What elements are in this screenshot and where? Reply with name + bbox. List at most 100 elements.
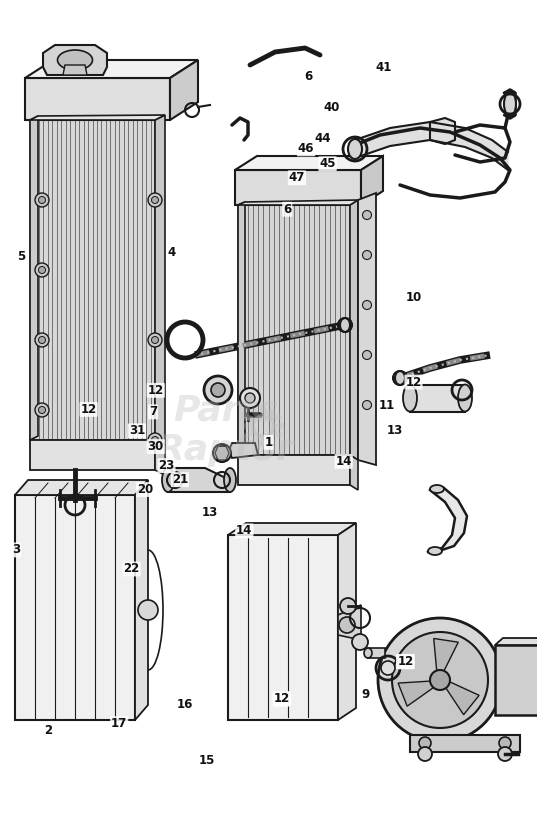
- Polygon shape: [430, 118, 455, 144]
- Text: 9: 9: [361, 688, 369, 701]
- Circle shape: [148, 193, 162, 207]
- Text: 22: 22: [124, 562, 140, 576]
- Polygon shape: [410, 735, 520, 752]
- Text: 7: 7: [149, 405, 157, 418]
- Polygon shape: [30, 116, 38, 440]
- Ellipse shape: [428, 547, 442, 555]
- Text: Parts
Raptor: Parts Raptor: [156, 394, 295, 466]
- Text: 12: 12: [148, 384, 164, 397]
- Circle shape: [240, 388, 260, 408]
- Polygon shape: [338, 523, 356, 720]
- Polygon shape: [135, 480, 148, 720]
- Polygon shape: [238, 455, 350, 485]
- Circle shape: [151, 337, 158, 343]
- Polygon shape: [350, 200, 358, 460]
- Circle shape: [138, 600, 158, 620]
- Polygon shape: [228, 523, 356, 535]
- Text: 46: 46: [298, 142, 314, 155]
- Polygon shape: [238, 202, 245, 455]
- Polygon shape: [215, 446, 229, 460]
- Text: 2: 2: [44, 724, 53, 737]
- Text: 30: 30: [148, 440, 164, 453]
- Polygon shape: [368, 648, 385, 658]
- Text: 6: 6: [283, 203, 292, 216]
- Circle shape: [148, 333, 162, 347]
- Circle shape: [35, 403, 49, 417]
- Circle shape: [392, 632, 488, 728]
- Polygon shape: [495, 638, 537, 645]
- Circle shape: [148, 433, 162, 447]
- Circle shape: [352, 634, 368, 650]
- Polygon shape: [30, 115, 165, 120]
- Ellipse shape: [403, 385, 417, 412]
- Circle shape: [39, 197, 46, 203]
- Polygon shape: [15, 480, 148, 495]
- Text: 13: 13: [387, 423, 403, 437]
- Circle shape: [430, 670, 450, 690]
- Polygon shape: [410, 385, 465, 412]
- Text: 40: 40: [324, 101, 340, 114]
- Polygon shape: [434, 638, 458, 672]
- Text: 12: 12: [274, 692, 290, 705]
- Text: 11: 11: [379, 399, 395, 412]
- Text: 17: 17: [111, 717, 127, 730]
- Polygon shape: [445, 681, 479, 715]
- Polygon shape: [155, 115, 165, 445]
- Text: 14: 14: [236, 524, 252, 538]
- Circle shape: [245, 393, 255, 403]
- Circle shape: [151, 197, 158, 203]
- Text: 12: 12: [81, 403, 97, 416]
- Polygon shape: [228, 535, 338, 720]
- Polygon shape: [168, 468, 230, 492]
- Polygon shape: [238, 205, 350, 455]
- Polygon shape: [30, 120, 155, 440]
- Polygon shape: [355, 122, 508, 170]
- Text: 16: 16: [177, 698, 193, 711]
- Ellipse shape: [504, 92, 516, 116]
- Polygon shape: [505, 90, 515, 115]
- Polygon shape: [229, 443, 258, 458]
- Ellipse shape: [364, 648, 372, 658]
- Ellipse shape: [458, 385, 472, 412]
- Text: 14: 14: [336, 455, 352, 468]
- Polygon shape: [350, 455, 358, 490]
- Text: 5: 5: [17, 250, 26, 263]
- Circle shape: [151, 437, 158, 443]
- Text: 10: 10: [405, 291, 422, 304]
- Circle shape: [499, 737, 511, 749]
- Text: 6: 6: [304, 69, 313, 83]
- Circle shape: [35, 193, 49, 207]
- Circle shape: [378, 618, 502, 742]
- Text: 23: 23: [158, 459, 175, 472]
- Polygon shape: [238, 200, 358, 205]
- Circle shape: [362, 211, 372, 219]
- Polygon shape: [338, 605, 361, 640]
- Polygon shape: [398, 681, 435, 706]
- Polygon shape: [170, 60, 198, 120]
- Text: 45: 45: [320, 157, 336, 170]
- Polygon shape: [235, 170, 361, 205]
- Circle shape: [35, 333, 49, 347]
- Text: 12: 12: [274, 692, 290, 705]
- Ellipse shape: [162, 468, 174, 492]
- Ellipse shape: [224, 468, 236, 492]
- Circle shape: [381, 661, 395, 675]
- Text: 21: 21: [172, 473, 188, 486]
- Ellipse shape: [430, 485, 444, 493]
- Circle shape: [39, 266, 46, 274]
- Circle shape: [362, 351, 372, 360]
- Polygon shape: [43, 45, 107, 75]
- Text: 1: 1: [264, 436, 273, 449]
- Text: 13: 13: [201, 506, 217, 519]
- Text: 4: 4: [168, 246, 176, 259]
- Circle shape: [362, 251, 372, 260]
- Polygon shape: [155, 440, 165, 475]
- Circle shape: [204, 376, 232, 404]
- Circle shape: [213, 444, 231, 462]
- Text: 12: 12: [397, 655, 413, 668]
- Text: 47: 47: [289, 171, 305, 184]
- Ellipse shape: [348, 139, 362, 159]
- Circle shape: [362, 300, 372, 309]
- Ellipse shape: [57, 50, 92, 70]
- Ellipse shape: [395, 371, 405, 385]
